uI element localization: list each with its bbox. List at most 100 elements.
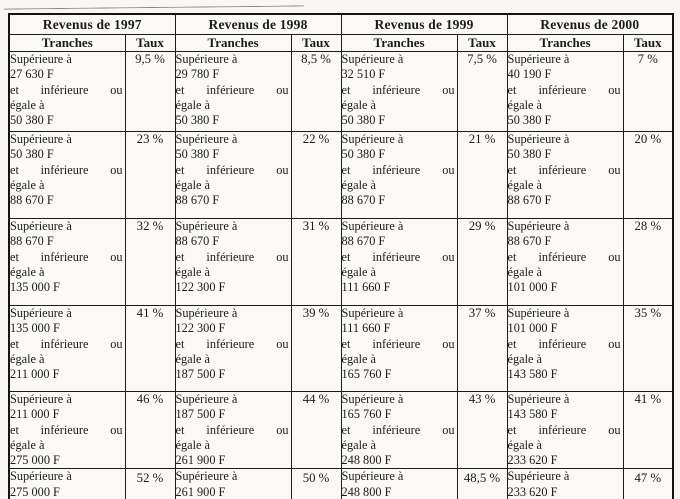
label-egale: égale à — [507, 351, 543, 366]
taux-cell: 35 % — [622, 305, 674, 392]
tranche-cell: Supérieure à 248 800 F — [340, 468, 458, 499]
taux-value: 48,5 % — [463, 471, 501, 486]
lower-bound-value: 111 660 F — [341, 321, 391, 336]
upper-bound-value: 88 670 F — [175, 193, 220, 208]
label-et-inferieure-ou: et inférieure ou — [508, 83, 623, 98]
label-et: et — [10, 249, 19, 264]
taux-value: 52 % — [136, 471, 164, 486]
upper-bound-value: 187 500 F — [175, 367, 226, 382]
year-header: Revenus de 1998 — [174, 13, 342, 35]
lower-bound-value: 275 000 F — [10, 484, 60, 499]
label-ou: ou — [442, 162, 455, 177]
label-superieure: Supérieure à — [341, 306, 404, 320]
tranche-cell: Supérieure à 275 000 F — [8, 468, 126, 499]
upper-bound-value: 50 380 F — [10, 113, 54, 128]
label-et-inferieure-ou: et inférieure ou — [176, 423, 291, 438]
taux-cell: 7,5 % — [456, 51, 508, 132]
label-ou: ou — [110, 422, 123, 437]
label-et-inferieure-ou: et inférieure ou — [10, 250, 125, 265]
label-egale: égale à — [341, 97, 377, 112]
label-superieure: Supérieure à — [507, 306, 570, 320]
label-ou: ou — [608, 82, 621, 97]
label-superieure: Supérieure à — [507, 219, 570, 233]
upper-bound-value: 143 580 F — [507, 367, 558, 382]
taux-cell: 47 % — [622, 468, 674, 499]
label-et-inferieure-ou: et inférieure ou — [342, 163, 457, 178]
lower-bound-value: 122 300 F — [175, 321, 226, 336]
year-header: Revenus de 2000 — [506, 13, 674, 35]
tax-brackets-table: Revenus de 1997 Revenus de 1998 Revenus de… — [8, 13, 675, 499]
upper-bound-value: 50 380 F — [175, 113, 220, 128]
label-egale: égale à — [507, 177, 543, 192]
lower-bound-value: 88 670 F — [507, 234, 552, 249]
upper-bound-value: 261 900 F — [175, 453, 226, 468]
label-egale: égale à — [175, 177, 210, 192]
lower-bound-value: 187 500 F — [175, 407, 226, 422]
lower-bound-value: 135 000 F — [10, 321, 60, 336]
label-ou: ou — [110, 162, 123, 177]
taux-cell: 39 % — [290, 305, 342, 392]
label-inferieure: inférieure — [206, 162, 255, 177]
label-et: et — [10, 422, 19, 437]
label-ou: ou — [276, 336, 289, 351]
taux-cell: 46 % — [124, 390, 176, 470]
taux-value: 39 % — [302, 306, 330, 320]
upper-bound-value: 50 380 F — [341, 113, 386, 128]
label-ou: ou — [442, 249, 455, 264]
col-header-taux: Taux — [456, 34, 508, 52]
label-et: et — [507, 422, 517, 437]
taux-value: 44 % — [302, 392, 330, 406]
upper-bound-value: 50 380 F — [507, 113, 552, 128]
label-inferieure: inférieure — [538, 422, 587, 437]
label-superieure: Supérieure à — [175, 219, 238, 233]
upper-bound-value: 88 670 F — [341, 193, 386, 208]
label-egale: égale à — [10, 97, 45, 112]
label-superieure: Supérieure à — [10, 132, 72, 146]
upper-bound-value: 111 660 F — [341, 280, 391, 295]
taux-cell: 29 % — [456, 218, 508, 306]
label-inferieure: inférieure — [206, 336, 255, 351]
taux-value: 46 % — [136, 392, 164, 406]
taux-value: 31 % — [302, 219, 330, 233]
lower-bound-value: 248 800 F — [341, 484, 392, 499]
label-et-inferieure-ou: et inférieure ou — [10, 337, 125, 352]
taux-value: 21 % — [468, 132, 496, 146]
label-superieure: Supérieure à — [10, 392, 72, 406]
upper-bound-value: 248 800 F — [341, 453, 392, 468]
label-superieure: Supérieure à — [175, 469, 238, 484]
lower-bound-value: 88 670 F — [10, 234, 54, 249]
taux-value: 32 % — [136, 219, 164, 233]
taux-cell: 44 % — [290, 390, 342, 470]
taux-cell: 43 % — [456, 390, 508, 470]
label-et-inferieure-ou: et inférieure ou — [176, 250, 291, 265]
label-superieure: Supérieure à — [175, 132, 238, 146]
upper-bound-value: 211 000 F — [10, 367, 60, 382]
bracket-row: Supérieure à 275 000 F 52 % Supérieure à 261… — [8, 468, 674, 499]
label-et-inferieure-ou: et inférieure ou — [176, 337, 291, 352]
label-inferieure: inférieure — [206, 249, 255, 264]
column-header-row: Tranches Taux Tranches Taux Tranches Taux Tran… — [8, 34, 674, 52]
label-et: et — [341, 82, 351, 97]
label-et-inferieure-ou: et inférieure ou — [508, 337, 623, 352]
label-inferieure: inférieure — [40, 249, 89, 264]
label-inferieure: inférieure — [40, 336, 89, 351]
lower-bound-value: 50 380 F — [10, 147, 54, 162]
label-superieure: Supérieure à — [341, 469, 404, 484]
tranche-cell: Supérieure à 233 620 F — [506, 468, 624, 499]
lower-bound-value: 165 760 F — [341, 407, 392, 422]
taux-value: 35 % — [634, 306, 662, 320]
year-header-row: Revenus de 1997 Revenus de 1998 Revenus de… — [8, 13, 674, 35]
label-ou: ou — [608, 249, 621, 264]
label-inferieure: inférieure — [538, 82, 587, 97]
label-ou: ou — [276, 249, 289, 264]
label-ou: ou — [442, 422, 455, 437]
